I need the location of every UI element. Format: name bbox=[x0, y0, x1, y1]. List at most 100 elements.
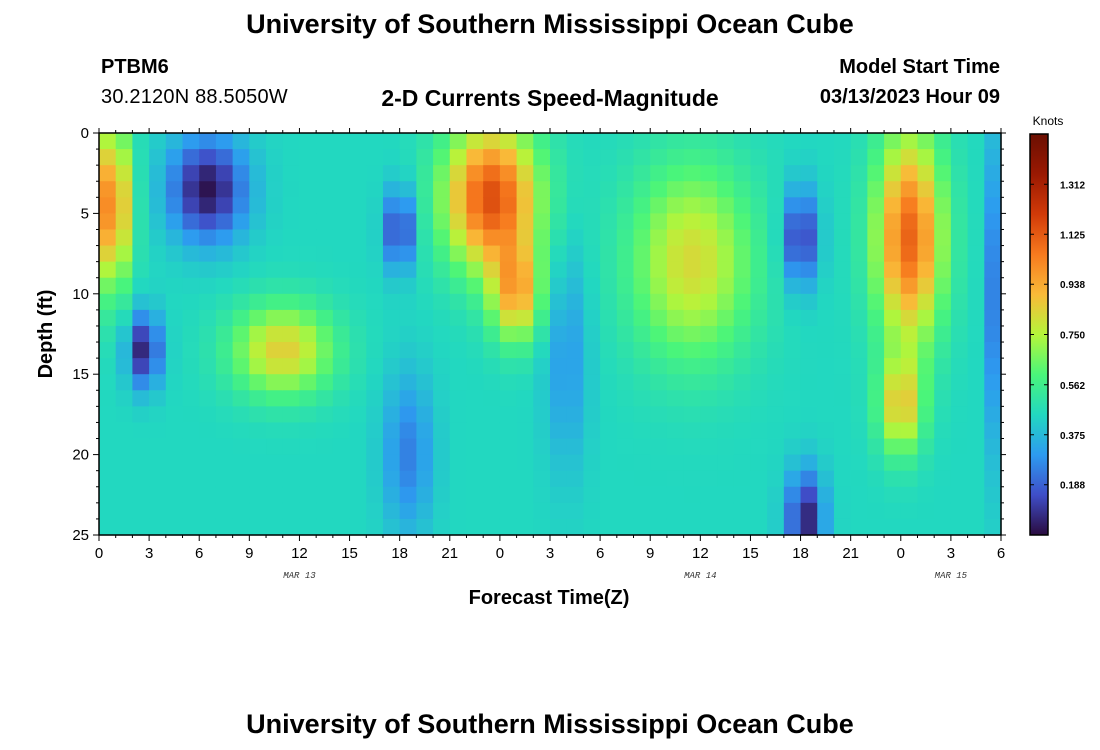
heatmap-cell bbox=[950, 213, 969, 231]
x-tick-label: 6 bbox=[195, 545, 203, 562]
heatmap-cell bbox=[700, 261, 718, 279]
heatmap-cell bbox=[917, 261, 935, 279]
heatmap-cell bbox=[433, 165, 451, 182]
heatmap-cell bbox=[332, 277, 351, 295]
heatmap-cell bbox=[783, 293, 802, 311]
y-tick-label: 0 bbox=[81, 125, 89, 142]
heatmap-cell bbox=[967, 486, 985, 504]
heatmap-cell bbox=[767, 518, 785, 536]
heatmap-cell bbox=[650, 309, 668, 327]
heatmap-cell bbox=[717, 390, 735, 407]
heatmap-cell bbox=[316, 358, 334, 375]
heatmap-cell bbox=[182, 197, 200, 214]
heatmap-cell bbox=[399, 518, 417, 536]
heatmap-cell bbox=[182, 293, 200, 311]
heatmap-cell bbox=[850, 133, 868, 150]
heatmap-cell bbox=[934, 454, 952, 472]
heatmap-cell bbox=[182, 454, 200, 472]
heatmap-cell bbox=[382, 454, 401, 472]
heatmap-cell bbox=[566, 422, 584, 440]
heatmap-cell bbox=[833, 181, 852, 198]
heatmap-cell bbox=[316, 518, 334, 536]
x-tick-label: 15 bbox=[742, 545, 759, 562]
heatmap-cell bbox=[683, 438, 701, 456]
heatmap-cell bbox=[583, 390, 601, 407]
heatmap-cell bbox=[499, 213, 518, 231]
heatmap-cell bbox=[967, 181, 985, 198]
heatmap-cell bbox=[616, 133, 635, 150]
heatmap-cell bbox=[99, 181, 117, 198]
heatmap-cell bbox=[700, 197, 718, 214]
heatmap-cell bbox=[550, 213, 568, 231]
heatmap-cell bbox=[566, 470, 584, 488]
heatmap-cell bbox=[666, 390, 685, 407]
heatmap-cell bbox=[550, 197, 568, 214]
heatmap-cell bbox=[717, 358, 735, 375]
heatmap-cell bbox=[282, 390, 301, 407]
heatmap-cell bbox=[249, 518, 267, 536]
heatmap-cell bbox=[867, 197, 885, 214]
heatmap-cell bbox=[232, 342, 250, 359]
y-tick-label: 10 bbox=[72, 286, 89, 303]
heatmap-cell bbox=[666, 197, 685, 214]
heatmap-cell bbox=[115, 213, 133, 231]
heatmap-cell bbox=[232, 181, 250, 198]
heatmap-cell bbox=[349, 486, 367, 504]
heatmap-cell bbox=[833, 406, 852, 424]
heatmap-cell bbox=[416, 486, 434, 504]
heatmap-cell bbox=[934, 358, 952, 375]
heatmap-cell bbox=[900, 502, 919, 520]
model-start-value: 03/13/2023 Hour 09 bbox=[819, 86, 1000, 108]
heatmap-cell bbox=[499, 181, 518, 198]
heatmap-cell bbox=[867, 374, 885, 391]
heatmap-cell bbox=[633, 277, 651, 295]
heatmap-cell bbox=[833, 470, 852, 488]
heatmap-cell bbox=[115, 229, 133, 247]
heatmap-cell bbox=[382, 181, 401, 198]
heatmap-cell bbox=[950, 261, 969, 279]
heatmap-cell bbox=[516, 261, 534, 279]
heatmap-cell bbox=[633, 358, 651, 375]
heatmap-cell bbox=[733, 181, 752, 198]
heatmap-cell bbox=[884, 245, 902, 263]
heatmap-cell bbox=[266, 374, 284, 391]
heatmap-cell bbox=[516, 245, 534, 263]
heatmap-cell bbox=[967, 390, 985, 407]
heatmap-cell bbox=[817, 325, 835, 343]
heatmap-cell bbox=[950, 181, 969, 198]
heatmap-cell bbox=[165, 438, 184, 456]
heatmap-cell bbox=[132, 502, 150, 520]
heatmap-cell bbox=[382, 133, 401, 150]
heatmap-cell bbox=[215, 213, 234, 231]
heatmap-cell bbox=[249, 438, 267, 456]
heatmap-cell bbox=[616, 422, 635, 440]
heatmap-cell bbox=[199, 213, 217, 231]
heatmap-cell bbox=[783, 502, 802, 520]
heatmap-cell bbox=[600, 197, 618, 214]
heatmap-cell bbox=[516, 229, 534, 247]
heatmap-cell bbox=[399, 422, 417, 440]
heatmap-cell bbox=[433, 309, 451, 327]
heatmap-cell bbox=[99, 261, 117, 279]
heatmap-cell bbox=[499, 261, 518, 279]
heatmap-cell bbox=[299, 149, 317, 166]
heatmap-cell bbox=[149, 438, 167, 456]
heatmap-cell bbox=[115, 406, 133, 424]
heatmap-cell bbox=[416, 293, 434, 311]
heatmap-cell bbox=[717, 486, 735, 504]
heatmap-cell bbox=[466, 213, 484, 231]
heatmap-cell bbox=[867, 165, 885, 182]
heatmap-cell bbox=[99, 454, 117, 472]
heatmap-cell bbox=[316, 229, 334, 247]
heatmap-cell bbox=[132, 406, 150, 424]
heatmap-cell bbox=[783, 181, 802, 198]
heatmap-cell bbox=[533, 518, 551, 536]
heatmap-cell bbox=[550, 438, 568, 456]
heatmap-cell bbox=[299, 133, 317, 150]
heatmap-cell bbox=[349, 293, 367, 311]
heatmap-cell bbox=[984, 342, 1002, 359]
heatmap-cell bbox=[332, 261, 351, 279]
heatmap-cell bbox=[833, 374, 852, 391]
heatmap-cell bbox=[817, 213, 835, 231]
